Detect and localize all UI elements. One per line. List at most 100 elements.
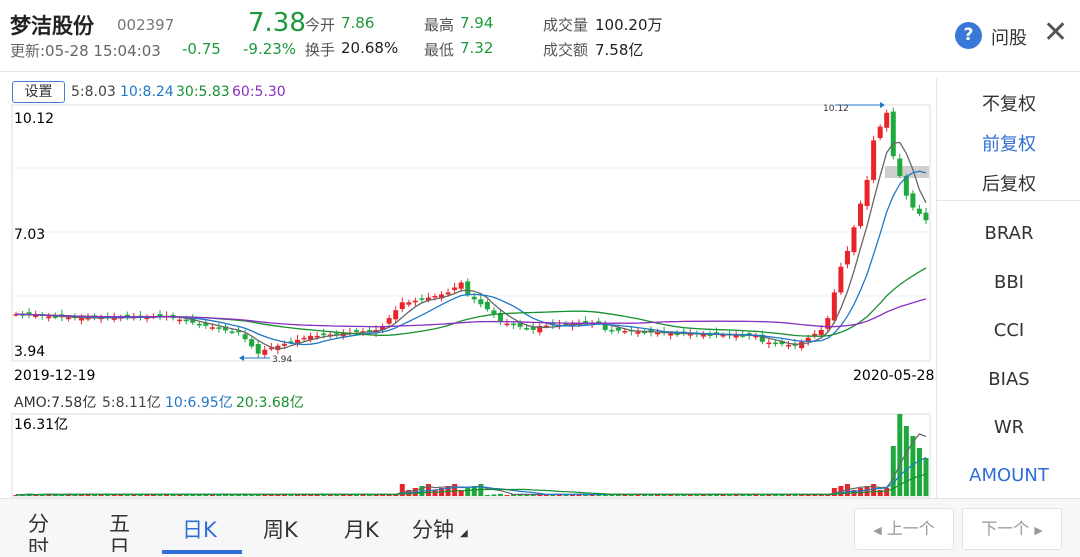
highlight-box bbox=[885, 166, 929, 178]
candle-body bbox=[177, 319, 183, 322]
amount-bar bbox=[157, 494, 163, 496]
candle-body bbox=[216, 327, 222, 329]
candle-body bbox=[229, 331, 235, 334]
minute-dropdown-icon[interactable]: ◢ bbox=[460, 528, 468, 539]
amount-bar bbox=[353, 494, 359, 496]
amount-bar bbox=[491, 494, 497, 496]
backward-adjust-option[interactable]: 后复权 bbox=[982, 174, 1036, 195]
turnover-label: 换手 bbox=[305, 41, 336, 59]
amount-bar bbox=[799, 495, 805, 496]
candle-body bbox=[301, 337, 307, 340]
candle-body bbox=[367, 330, 373, 332]
candle-body bbox=[812, 333, 818, 336]
amount-bar bbox=[288, 495, 294, 496]
settings-button[interactable]: 设置 bbox=[12, 81, 65, 103]
candle-body bbox=[524, 327, 530, 330]
candle-body bbox=[124, 314, 130, 318]
indicator-bbi[interactable]: BBI bbox=[993, 272, 1024, 293]
candle-body bbox=[183, 319, 189, 322]
ma10-label: 10:8.24 bbox=[120, 84, 174, 100]
amount-bar bbox=[805, 494, 811, 496]
indicator-bias[interactable]: BIAS bbox=[988, 369, 1030, 390]
indicator-brar[interactable]: BRAR bbox=[984, 223, 1034, 244]
candle-body bbox=[851, 227, 857, 253]
volume-label: 成交量 bbox=[543, 16, 589, 34]
indicator-cci[interactable]: CCI bbox=[993, 320, 1025, 341]
candle-body bbox=[275, 345, 281, 351]
candle-body bbox=[740, 335, 746, 337]
candle-body bbox=[399, 302, 405, 310]
amount-bar bbox=[150, 495, 156, 496]
amount-bar bbox=[628, 494, 634, 496]
indicator-panel: 不复权 前复权 后复权 BRAR BBI CCI BIAS WR AMOUNT bbox=[936, 78, 1080, 498]
amount-bar bbox=[897, 414, 903, 496]
amount-bar bbox=[334, 494, 340, 496]
last-price: 7.38 bbox=[248, 8, 306, 38]
indicator-wr[interactable]: WR bbox=[993, 417, 1025, 438]
candles bbox=[13, 107, 929, 358]
next-stock-button[interactable]: 下一个 ▶ bbox=[962, 508, 1062, 550]
amount-bar bbox=[347, 495, 353, 496]
tab-daily-k[interactable]: 日K bbox=[182, 518, 217, 542]
ask-stock-button[interactable]: 问股 bbox=[991, 28, 1027, 49]
candle-body bbox=[321, 333, 327, 336]
candle-body bbox=[831, 292, 837, 321]
amount-bar bbox=[295, 494, 301, 496]
candle-body bbox=[465, 281, 471, 295]
candle-body bbox=[910, 193, 916, 208]
close-icon[interactable]: ✕ bbox=[1043, 15, 1069, 50]
candle-body bbox=[412, 300, 418, 303]
amount-value: 7.58亿 bbox=[595, 41, 644, 59]
amount-bar bbox=[641, 495, 647, 496]
candle-body bbox=[864, 179, 870, 206]
forward-adjust-option[interactable]: 前复权 bbox=[982, 134, 1036, 155]
candle-body bbox=[111, 317, 117, 320]
amount-bar bbox=[661, 495, 667, 496]
candle-body bbox=[517, 322, 523, 327]
amount-bars bbox=[13, 414, 929, 496]
amount-bar bbox=[903, 426, 909, 496]
amount-bar bbox=[511, 494, 517, 496]
amount-bar bbox=[766, 494, 772, 496]
candle-body bbox=[759, 334, 765, 342]
amount-label: 成交额 bbox=[543, 41, 589, 59]
tab-monthly-k[interactable]: 月K bbox=[344, 518, 379, 542]
tab-weekly-k[interactable]: 周K bbox=[263, 518, 298, 542]
next-stock-label: 下一个 bbox=[981, 519, 1030, 538]
candle-body bbox=[700, 334, 706, 337]
amount-bar bbox=[543, 495, 549, 496]
low-value: 7.32 bbox=[460, 39, 494, 57]
tab-intraday[interactable]: 分时 bbox=[28, 512, 49, 552]
candle-body bbox=[511, 323, 517, 326]
candle-body bbox=[65, 317, 71, 320]
amount-bar bbox=[170, 495, 176, 496]
high-label: 最高 bbox=[424, 16, 455, 34]
kline-chart[interactable]: 10.12 7.03 3.94 2019-12-19 2020-05-28 10… bbox=[0, 72, 936, 498]
tab-five-day[interactable]: 五日 bbox=[109, 512, 130, 552]
no-adjust-option[interactable]: 不复权 bbox=[982, 94, 1036, 115]
start-date-label: 2019-12-19 bbox=[14, 368, 95, 384]
amount-bar bbox=[877, 490, 883, 496]
question-icon[interactable]: ? bbox=[955, 22, 982, 49]
candle-body bbox=[858, 203, 864, 227]
candle-body bbox=[733, 335, 739, 338]
stock-code: 002397 bbox=[117, 16, 175, 34]
indicator-amount[interactable]: AMOUNT bbox=[969, 465, 1049, 486]
amount-bar bbox=[504, 495, 510, 496]
amount-bar bbox=[92, 495, 98, 496]
amount-bar bbox=[916, 448, 922, 496]
candle-body bbox=[753, 335, 759, 338]
amount-bar bbox=[249, 495, 255, 496]
candle-body bbox=[439, 294, 445, 299]
amount-bar bbox=[687, 494, 693, 496]
candle-body bbox=[308, 335, 314, 341]
candle-body bbox=[432, 295, 438, 298]
amount-bar bbox=[209, 495, 215, 496]
prev-stock-button[interactable]: ◀ 上一个 bbox=[854, 508, 954, 550]
tab-minute[interactable]: 分钟 bbox=[412, 518, 454, 542]
amount-bar bbox=[825, 494, 831, 496]
candle-body bbox=[897, 158, 903, 176]
volume-value: 100.20万 bbox=[595, 16, 663, 34]
amount-bar bbox=[668, 494, 674, 496]
price-mid-label: 7.03 bbox=[14, 227, 45, 243]
